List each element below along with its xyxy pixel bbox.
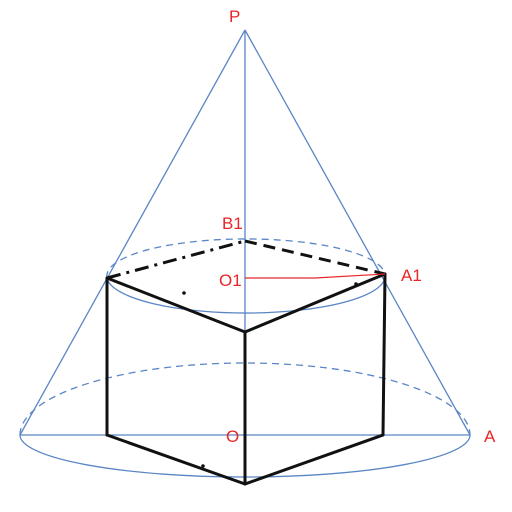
dot-mark bbox=[354, 282, 358, 286]
prism-top-edge-right-front bbox=[243, 272, 387, 334]
cone-left-slant bbox=[19, 29, 246, 436]
cone-right-slant bbox=[244, 29, 471, 436]
label-top-point-a: A1 bbox=[401, 266, 422, 285]
dot-mark bbox=[201, 464, 205, 468]
top-radius-o1-a1 bbox=[245, 273, 386, 279]
dot-mark bbox=[182, 291, 186, 295]
top-circle-back-arc bbox=[106, 238, 386, 279]
label-top-point-b: B1 bbox=[222, 214, 243, 233]
label-base-point: A bbox=[484, 427, 496, 446]
prism-top-edge-left-front bbox=[105, 276, 247, 334]
prism-vertical-edge-right bbox=[381, 272, 387, 437]
prism-bottom-edge-left bbox=[105, 433, 247, 486]
label-top-center: O1 bbox=[219, 271, 242, 290]
prism-top-edge-right-back bbox=[244, 239, 386, 276]
prism-top-edge-left-back bbox=[106, 239, 246, 280]
label-base-center: O bbox=[226, 427, 239, 446]
label-apex: P bbox=[229, 7, 240, 26]
prism-bottom-edge-right bbox=[243, 433, 385, 486]
top-circle-front-arc bbox=[106, 273, 386, 314]
